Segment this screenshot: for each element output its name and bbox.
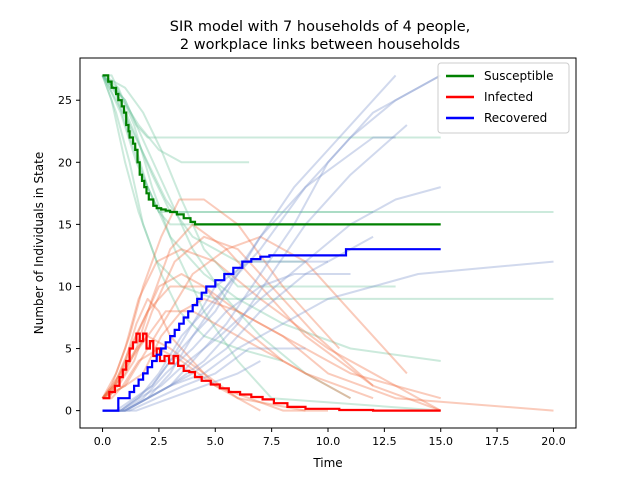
series-line-susceptible — [102, 74, 441, 226]
sample-run-recovered-4 — [102, 124, 408, 412]
sample-run-recovered-7 — [102, 273, 351, 412]
legend-label-infected: Infected — [484, 90, 533, 104]
chart-title-line1: SIR model with 7 households of 4 people, — [170, 19, 471, 35]
sample-run-recovered-0 — [102, 260, 328, 412]
mean-series-layer — [102, 74, 441, 412]
legend-box — [437, 62, 570, 134]
sample-run-susceptible-8 — [102, 74, 396, 288]
x-tick-label: 15.0 — [428, 435, 453, 448]
sample-run-infected-4 — [102, 235, 408, 400]
sample-run-recovered-6 — [102, 74, 442, 412]
sample-run-recovered-1 — [102, 136, 396, 412]
series-line-infected — [102, 332, 441, 412]
x-axis: 0.0 2.5 5.0 7.5 10.0 12.5 15.0 17.5 20.0 — [94, 428, 566, 448]
x-tick-label: 2.5 — [150, 435, 168, 448]
sample-run-recovered-2 — [102, 74, 442, 412]
sample-run-infected-3 — [101, 198, 341, 399]
y-tick-label: 25 — [58, 94, 72, 107]
sample-run-susceptible-9 — [101, 74, 441, 362]
y-axis: 0 5 10 15 20 25 — [58, 94, 80, 418]
legend-label-susceptible: Susceptible — [484, 69, 553, 83]
y-tick-label: 0 — [65, 405, 72, 418]
y-axis-label: Number of Individuals in State — [32, 152, 46, 334]
x-tick-label: 20.0 — [541, 435, 566, 448]
plot-area — [101, 74, 554, 412]
sample-run-recovered-9 — [102, 186, 441, 412]
sample-run-recovered-8 — [102, 260, 554, 412]
sample-run-susceptible-4 — [101, 74, 351, 400]
x-tick-label: 7.5 — [263, 435, 281, 448]
x-tick-label: 12.5 — [372, 435, 397, 448]
x-tick-label: 10.0 — [316, 435, 341, 448]
y-tick-label: 20 — [58, 156, 72, 169]
sample-run-infected-0 — [101, 297, 328, 412]
sample-run-recovered-11 — [102, 360, 261, 412]
x-tick-label: 0.0 — [94, 435, 112, 448]
x-tick-label: 5.0 — [207, 435, 225, 448]
sample-run-recovered-5 — [102, 347, 306, 412]
sample-run-recovered-10 — [102, 235, 374, 412]
sample-run-susceptible-2 — [101, 75, 554, 300]
y-tick-label: 10 — [58, 280, 72, 293]
sample-run-recovered-3 — [102, 74, 397, 412]
sample-run-susceptible-11 — [102, 74, 250, 164]
sample-run-infected-2 — [101, 248, 442, 412]
chart-title-line2: 2 workplace links between households — [180, 37, 460, 53]
sample-runs-layer — [101, 74, 554, 412]
x-axis-label: Time — [312, 456, 342, 470]
sample-run-infected-9 — [101, 285, 441, 400]
y-tick-label: 5 — [65, 343, 72, 356]
legend: Susceptible Infected Recovered — [437, 62, 570, 134]
legend-label-recovered: Recovered — [484, 111, 547, 125]
sample-run-susceptible-6 — [101, 74, 441, 412]
sample-run-infected-6 — [101, 235, 442, 412]
sample-run-susceptible-10 — [101, 74, 306, 263]
sample-run-infected-8 — [102, 297, 554, 412]
sample-run-susceptible-3 — [101, 75, 284, 362]
series-line-recovered — [102, 248, 441, 412]
y-tick-label: 15 — [58, 218, 72, 231]
x-tick-label: 17.5 — [485, 435, 510, 448]
